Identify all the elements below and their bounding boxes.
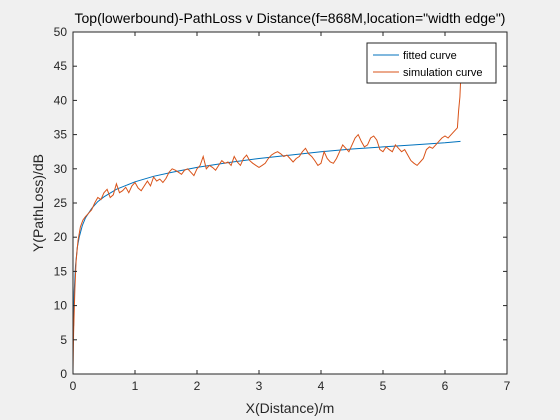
- x-tick-label: 4: [318, 379, 325, 393]
- y-tick-label: 45: [54, 59, 68, 73]
- legend-box: [366, 42, 497, 84]
- x-tick-label: 0: [70, 379, 77, 393]
- y-tick-label: 5: [60, 333, 67, 347]
- plot-area: [73, 32, 507, 374]
- y-tick-label: 15: [54, 264, 68, 278]
- x-tick-label: 3: [256, 379, 263, 393]
- series-line-simulation-curve: [72, 83, 461, 371]
- x-tick-label: 7: [504, 379, 511, 393]
- x-tick-label: 6: [442, 379, 449, 393]
- y-tick-label: 30: [54, 162, 68, 176]
- x-tick-label: 1: [132, 379, 139, 393]
- x-tick-label: 2: [194, 379, 201, 393]
- y-tick-label: 0: [60, 367, 67, 381]
- legend-entry-label: fitted curve: [403, 50, 457, 62]
- y-tick-label: 10: [54, 299, 68, 313]
- x-axis-label: X(Distance)/m: [246, 400, 335, 416]
- y-tick-label: 40: [54, 93, 68, 107]
- y-tick-label: 50: [54, 25, 68, 39]
- y-tick-label: 20: [54, 230, 68, 244]
- y-axis-label: Y(PathLoss)/dB: [30, 154, 46, 252]
- legend: fitted curve simulation curve: [366, 42, 497, 84]
- series-line-fitted-curve: [73, 140, 461, 327]
- series-layer: [72, 83, 461, 371]
- legend-entry-label: simulation curve: [403, 67, 482, 79]
- y-tick-label: 35: [54, 128, 68, 142]
- y-tick-label: 25: [54, 196, 68, 210]
- x-tick-label: 5: [380, 379, 387, 393]
- chart-title: Top(lowerbound)-PathLoss v Distance(f=86…: [75, 10, 506, 26]
